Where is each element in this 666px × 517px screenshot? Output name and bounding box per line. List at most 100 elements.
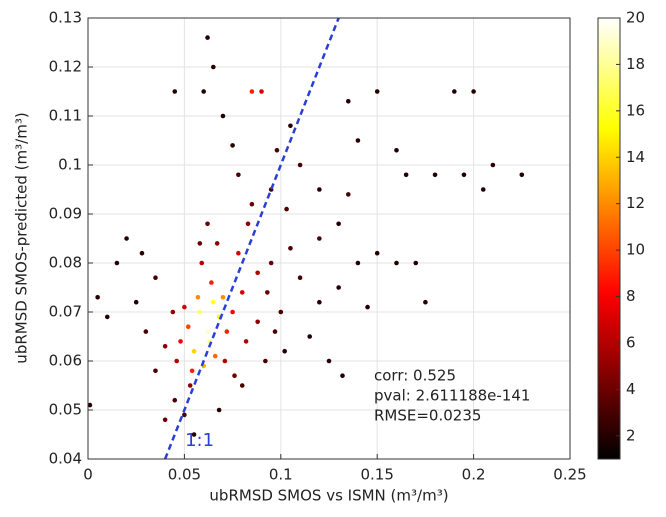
x-tick-label: 0.25 — [553, 466, 586, 484]
point — [143, 329, 149, 334]
point — [282, 348, 287, 354]
point — [205, 35, 210, 40]
point — [182, 304, 187, 310]
point — [355, 260, 361, 266]
point — [288, 123, 293, 129]
point — [220, 113, 226, 119]
point — [403, 172, 409, 178]
point — [211, 299, 216, 305]
point — [236, 172, 241, 178]
point — [355, 138, 361, 143]
point — [95, 295, 100, 300]
point — [239, 383, 245, 388]
point — [201, 89, 206, 94]
annotation: RMSE=0.0235 — [374, 407, 481, 425]
point — [172, 89, 178, 94]
point — [224, 329, 230, 334]
point — [374, 250, 380, 256]
point — [317, 187, 322, 192]
colorbar-tick-label: 10 — [626, 241, 645, 259]
colorbar-tick-label: 14 — [626, 148, 645, 166]
point — [195, 295, 201, 300]
point — [336, 285, 341, 290]
point — [199, 260, 205, 266]
y-tick-label: 0.11 — [49, 107, 82, 125]
point — [284, 206, 289, 212]
point — [317, 236, 322, 241]
colorbar-tick-label: 20 — [626, 9, 645, 27]
point — [205, 221, 210, 227]
x-tick-label: 0.2 — [462, 466, 486, 484]
point — [205, 329, 210, 334]
point — [345, 99, 351, 104]
point — [197, 309, 203, 315]
point — [249, 89, 255, 94]
point — [452, 89, 457, 94]
plot-area — [88, 18, 570, 459]
annotation: corr: 0.525 — [374, 367, 456, 385]
point — [197, 241, 203, 246]
x-tick-label: 0 — [83, 466, 93, 484]
y-tick-label: 0.06 — [49, 352, 82, 370]
point — [394, 148, 399, 153]
one-to-one-label: 1:1 — [185, 430, 214, 451]
point — [340, 373, 345, 379]
point — [211, 64, 216, 70]
one-to-one-line — [163, 18, 340, 459]
point — [209, 280, 214, 285]
point — [114, 260, 120, 266]
point — [345, 192, 351, 197]
point — [191, 348, 197, 354]
point — [274, 148, 280, 153]
plot-frame — [87, 17, 571, 460]
colorbar-tick-label: 12 — [626, 194, 645, 212]
point — [423, 299, 428, 305]
point — [374, 89, 380, 94]
point — [201, 319, 206, 325]
point — [214, 241, 220, 246]
colorbar-tick-label: 16 — [626, 101, 645, 119]
point — [307, 334, 313, 339]
point — [174, 358, 179, 364]
point — [216, 407, 222, 413]
point — [162, 344, 168, 349]
point — [265, 290, 270, 295]
point — [124, 236, 129, 241]
x-tick-label: 0.15 — [360, 466, 393, 484]
point — [187, 383, 193, 388]
point — [490, 162, 496, 168]
point — [139, 250, 145, 256]
point — [162, 417, 168, 423]
point — [153, 275, 158, 281]
y-tick-label: 0.08 — [49, 254, 82, 272]
point — [249, 201, 255, 207]
y-axis-label: ubRMSD SMOS-predicted (m³/m³) — [13, 112, 31, 363]
point — [243, 339, 249, 344]
point — [268, 260, 274, 266]
point — [230, 309, 235, 315]
point — [255, 319, 260, 325]
point — [432, 172, 438, 178]
point — [480, 187, 486, 192]
colorbar — [597, 17, 621, 460]
point — [413, 260, 419, 266]
y-tick-label: 0.07 — [49, 303, 82, 321]
x-tick-label: 0.05 — [168, 466, 201, 484]
point — [317, 299, 322, 305]
annotation: pval: 2.611188e-141 — [374, 387, 530, 405]
x-tick-label: 0.1 — [269, 466, 293, 484]
point — [87, 402, 93, 408]
point — [255, 270, 260, 276]
point — [232, 373, 237, 379]
x-axis-label: ubRMSD SMOS vs ISMN (m³/m³) — [209, 487, 448, 505]
colorbar-tick-label: 8 — [626, 287, 636, 305]
point — [191, 432, 197, 437]
point — [259, 89, 264, 94]
point — [212, 353, 218, 359]
y-tick-label: 0.04 — [49, 450, 82, 468]
y-tick-label: 0.05 — [49, 401, 82, 419]
point — [185, 324, 191, 330]
point — [272, 329, 278, 334]
point — [263, 358, 268, 364]
point — [178, 339, 183, 344]
